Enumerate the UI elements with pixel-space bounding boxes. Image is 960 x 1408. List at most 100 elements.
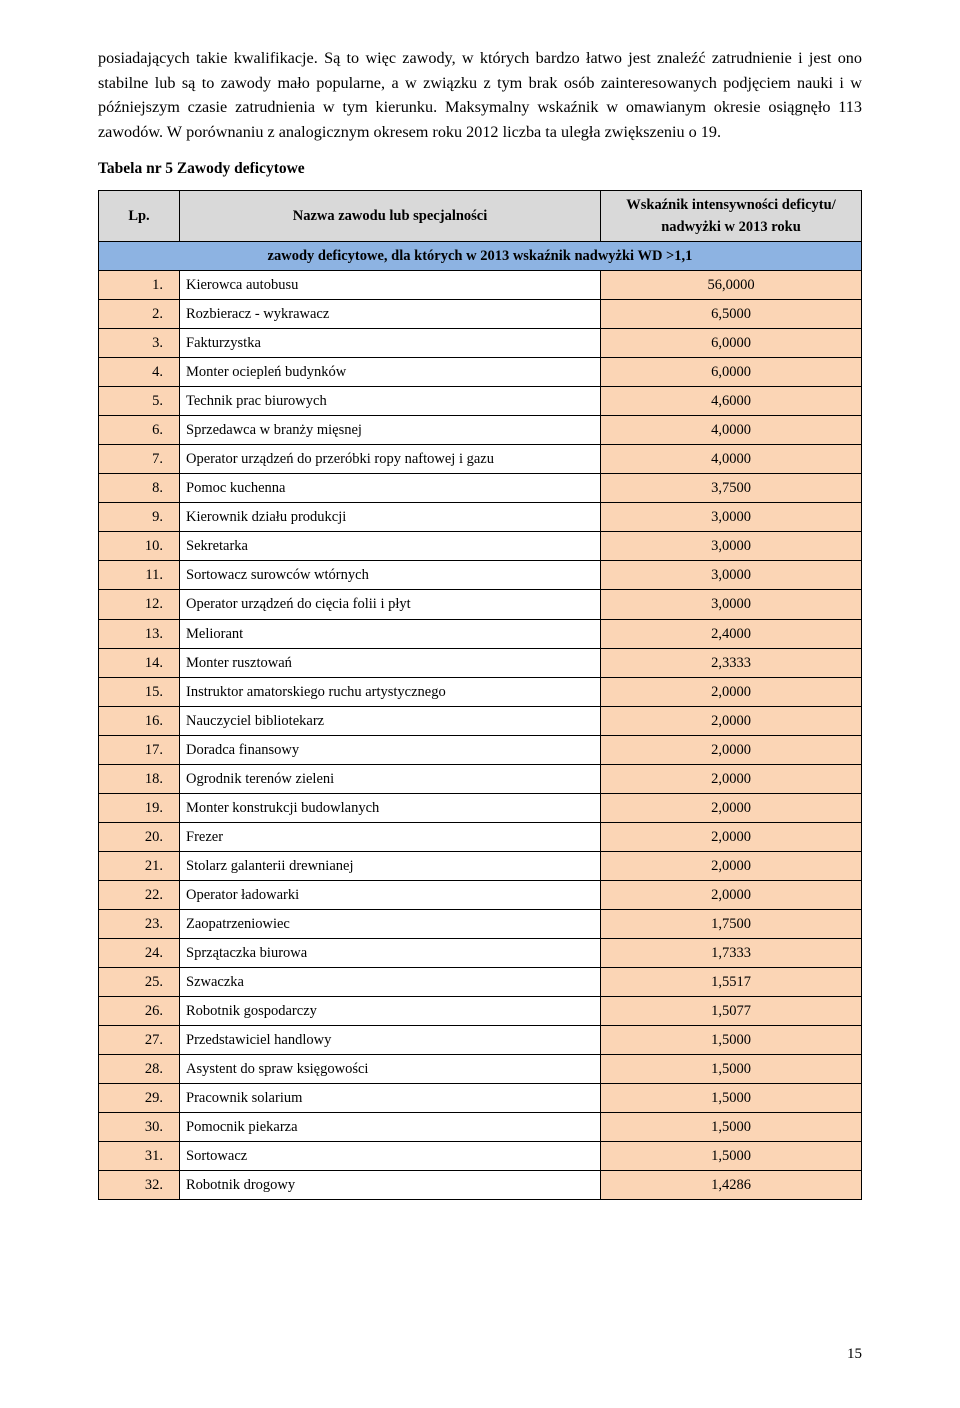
cell-value: 1,5000 <box>601 1142 862 1171</box>
cell-name: Asystent do spraw księgowości <box>180 1054 601 1083</box>
table-header-row: Lp. Nazwa zawodu lub specjalności Wskaźn… <box>99 191 862 242</box>
table-row: 14.Monter rusztowań2,3333 <box>99 648 862 677</box>
cell-lp: 19. <box>99 793 180 822</box>
cell-value: 2,0000 <box>601 764 862 793</box>
cell-lp: 10. <box>99 532 180 561</box>
table-row: 26.Robotnik gospodarczy1,5077 <box>99 996 862 1025</box>
cell-name: Nauczyciel bibliotekarz <box>180 706 601 735</box>
cell-lp: 7. <box>99 445 180 474</box>
table-row: 17.Doradca finansowy2,0000 <box>99 735 862 764</box>
col-header-lp: Lp. <box>99 191 180 242</box>
cell-name: Przedstawiciel handlowy <box>180 1025 601 1054</box>
table-row: 31.Sortowacz1,5000 <box>99 1142 862 1171</box>
cell-lp: 4. <box>99 358 180 387</box>
table-row: 6.Sprzedawca w branży mięsnej4,0000 <box>99 416 862 445</box>
cell-name: Monter ociepleń budynków <box>180 358 601 387</box>
cell-value: 6,0000 <box>601 358 862 387</box>
table-row: 10.Sekretarka3,0000 <box>99 532 862 561</box>
table-row: 11.Sortowacz surowców wtórnych3,0000 <box>99 561 862 590</box>
cell-value: 3,0000 <box>601 503 862 532</box>
cell-name: Operator urządzeń do przeróbki ropy naft… <box>180 445 601 474</box>
cell-value: 1,5000 <box>601 1025 862 1054</box>
cell-name: Technik prac biurowych <box>180 387 601 416</box>
cell-lp: 15. <box>99 677 180 706</box>
cell-lp: 8. <box>99 474 180 503</box>
cell-name: Kierowca autobusu <box>180 271 601 300</box>
cell-value: 1,5077 <box>601 996 862 1025</box>
cell-value: 2,0000 <box>601 822 862 851</box>
cell-name: Fakturzystka <box>180 329 601 358</box>
cell-value: 1,5000 <box>601 1054 862 1083</box>
cell-name: Ogrodnik terenów zieleni <box>180 764 601 793</box>
cell-value: 6,0000 <box>601 329 862 358</box>
table-row: 4.Monter ociepleń budynków6,0000 <box>99 358 862 387</box>
table-row: 2.Rozbieracz - wykrawacz6,5000 <box>99 300 862 329</box>
cell-lp: 32. <box>99 1171 180 1200</box>
cell-lp: 31. <box>99 1142 180 1171</box>
cell-value: 2,0000 <box>601 706 862 735</box>
cell-lp: 23. <box>99 909 180 938</box>
cell-name: Szwaczka <box>180 967 601 996</box>
cell-value: 3,0000 <box>601 590 862 619</box>
cell-lp: 29. <box>99 1084 180 1113</box>
cell-name: Sortowacz <box>180 1142 601 1171</box>
cell-lp: 27. <box>99 1025 180 1054</box>
table-banner-cell: zawody deficytowe, dla których w 2013 ws… <box>99 242 862 271</box>
cell-name: Pomocnik piekarza <box>180 1113 601 1142</box>
table-row: 21.Stolarz galanterii drewnianej2,0000 <box>99 851 862 880</box>
cell-name: Rozbieracz - wykrawacz <box>180 300 601 329</box>
table-body: 1.Kierowca autobusu56,00002.Rozbieracz -… <box>99 271 862 1200</box>
cell-lp: 11. <box>99 561 180 590</box>
col-header-value: Wskaźnik intensywności deficytu/ nadwyżk… <box>601 191 862 242</box>
col-header-name: Nazwa zawodu lub specjalności <box>180 191 601 242</box>
table-row: 30.Pomocnik piekarza1,5000 <box>99 1113 862 1142</box>
cell-name: Sortowacz surowców wtórnych <box>180 561 601 590</box>
cell-value: 2,0000 <box>601 735 862 764</box>
table-row: 5.Technik prac biurowych4,6000 <box>99 387 862 416</box>
cell-name: Instruktor amatorskiego ruchu artystyczn… <box>180 677 601 706</box>
cell-lp: 30. <box>99 1113 180 1142</box>
cell-lp: 2. <box>99 300 180 329</box>
cell-lp: 14. <box>99 648 180 677</box>
table-row: 15.Instruktor amatorskiego ruchu artysty… <box>99 677 862 706</box>
cell-value: 4,0000 <box>601 416 862 445</box>
cell-value: 2,0000 <box>601 677 862 706</box>
table-caption: Tabela nr 5 Zawody deficytowe <box>98 157 862 181</box>
cell-value: 6,5000 <box>601 300 862 329</box>
cell-value: 1,7333 <box>601 938 862 967</box>
cell-lp: 17. <box>99 735 180 764</box>
cell-name: Robotnik drogowy <box>180 1171 601 1200</box>
cell-lp: 3. <box>99 329 180 358</box>
col-header-value-l1: Wskaźnik intensywności deficytu/ <box>626 197 835 213</box>
cell-lp: 12. <box>99 590 180 619</box>
table-row: 20.Frezer2,0000 <box>99 822 862 851</box>
cell-value: 56,0000 <box>601 271 862 300</box>
cell-name: Pomoc kuchenna <box>180 474 601 503</box>
cell-lp: 5. <box>99 387 180 416</box>
cell-name: Operator ładowarki <box>180 880 601 909</box>
cell-value: 1,5000 <box>601 1084 862 1113</box>
cell-lp: 24. <box>99 938 180 967</box>
table-row: 32.Robotnik drogowy1,4286 <box>99 1171 862 1200</box>
cell-lp: 22. <box>99 880 180 909</box>
cell-name: Monter rusztowań <box>180 648 601 677</box>
cell-name: Frezer <box>180 822 601 851</box>
table-row: 19.Monter konstrukcji budowlanych2,0000 <box>99 793 862 822</box>
table-row: 13.Meliorant2,4000 <box>99 619 862 648</box>
table-row: 9.Kierownik działu produkcji3,0000 <box>99 503 862 532</box>
cell-lp: 28. <box>99 1054 180 1083</box>
cell-lp: 25. <box>99 967 180 996</box>
cell-value: 3,7500 <box>601 474 862 503</box>
cell-lp: 13. <box>99 619 180 648</box>
cell-value: 2,4000 <box>601 619 862 648</box>
cell-lp: 9. <box>99 503 180 532</box>
cell-lp: 1. <box>99 271 180 300</box>
cell-value: 3,0000 <box>601 561 862 590</box>
cell-value: 1,4286 <box>601 1171 862 1200</box>
cell-name: Kierownik działu produkcji <box>180 503 601 532</box>
table-row: 12.Operator urządzeń do cięcia folii i p… <box>99 590 862 619</box>
cell-value: 4,0000 <box>601 445 862 474</box>
cell-name: Sprzedawca w branży mięsnej <box>180 416 601 445</box>
cell-value: 2,0000 <box>601 793 862 822</box>
cell-name: Sprzątaczka biurowa <box>180 938 601 967</box>
